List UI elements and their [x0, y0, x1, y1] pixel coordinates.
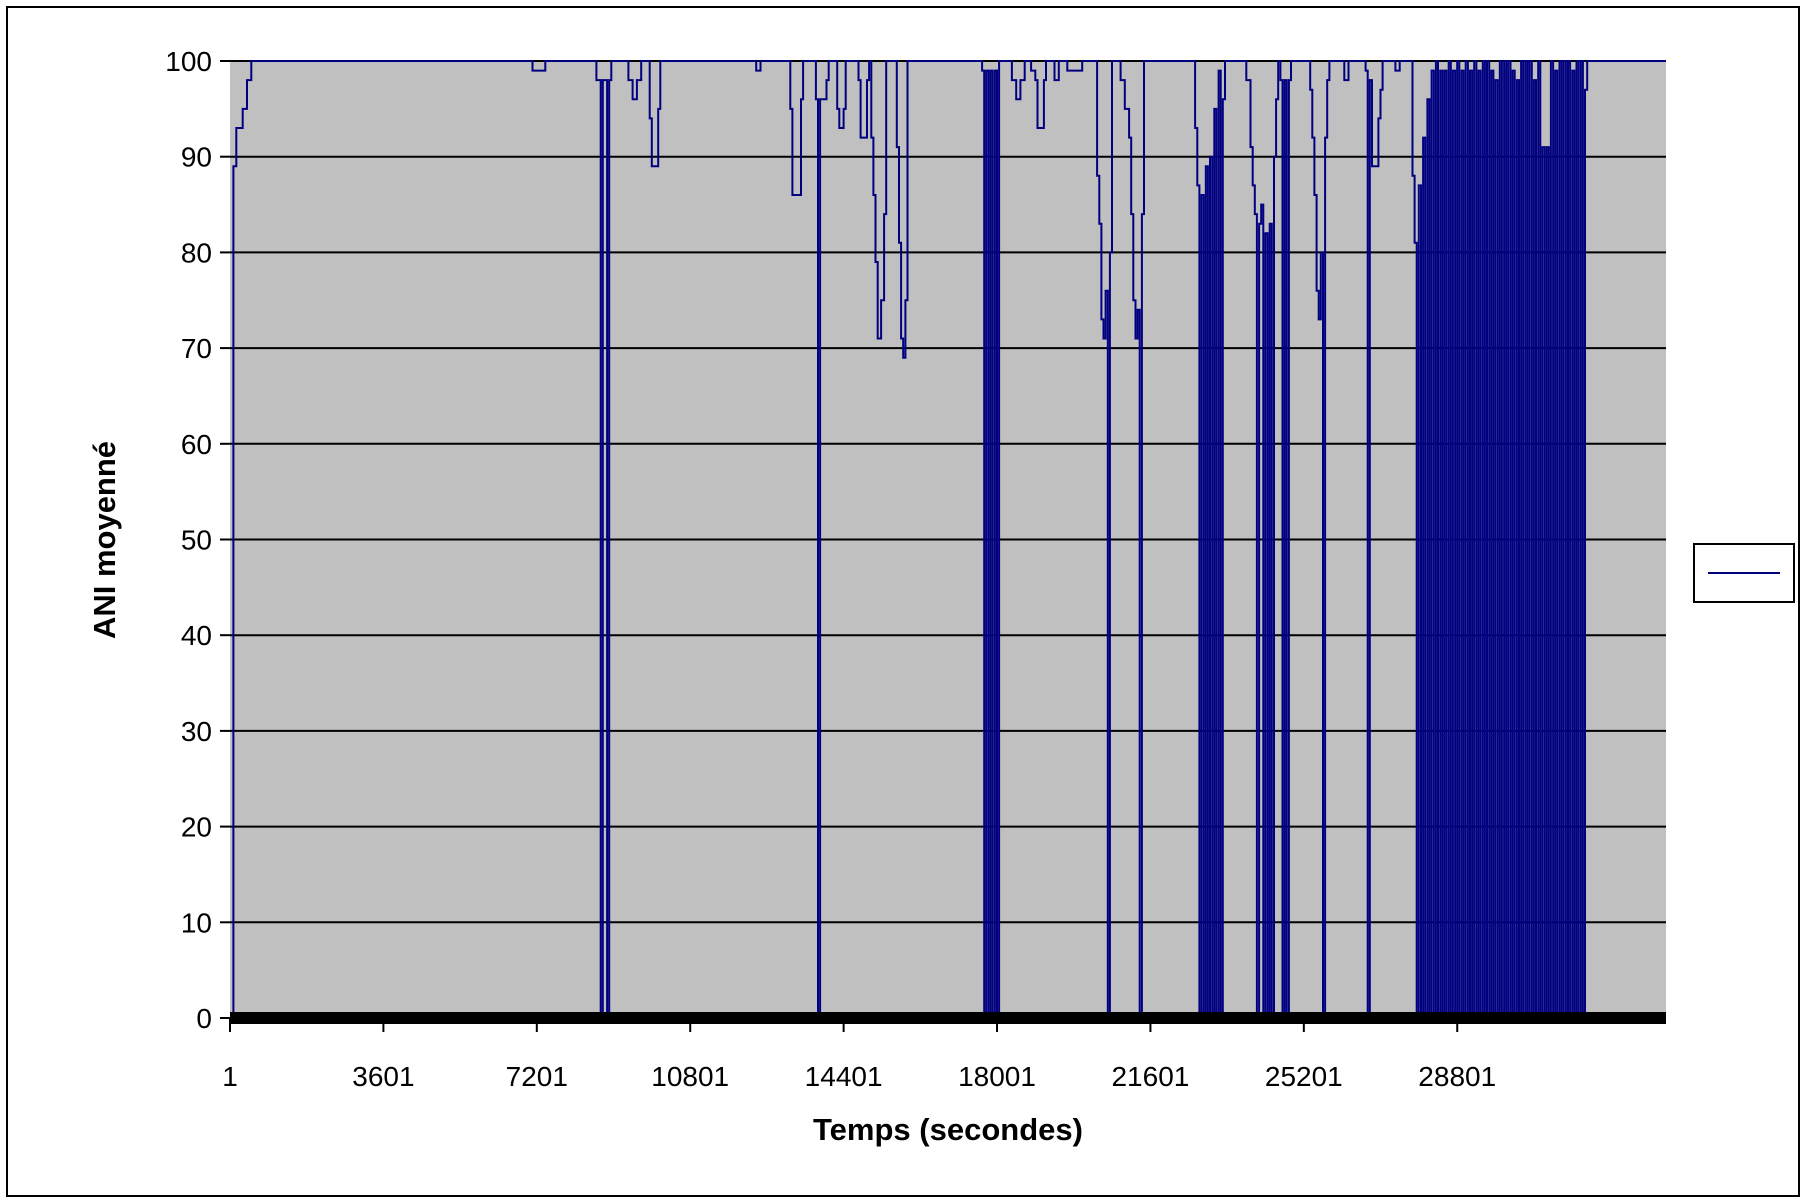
x-tick-label: 1: [222, 1061, 238, 1092]
x-axis-title: Temps (secondes): [813, 1112, 1083, 1147]
x-tick-label: 18001: [958, 1061, 1036, 1092]
x-tick-label: 28801: [1418, 1061, 1496, 1092]
x-tick-labels: 1 3601 7201 10801 14401 18001 21601 25201 28801: [222, 1018, 1496, 1092]
y-tick-label: 70: [181, 333, 212, 364]
legend: [1693, 543, 1795, 603]
x-tick-label: 10801: [651, 1061, 729, 1092]
y-tick-label: 40: [181, 620, 212, 651]
y-tick-label: 90: [181, 142, 212, 173]
y-tick-label: 0: [196, 1003, 212, 1034]
y-axis-title: ANI moyenné: [87, 441, 122, 639]
y-tick-labels: 0 10 20 30 40 50 60 70 80 90 100: [165, 46, 230, 1034]
y-tick-label: 10: [181, 907, 212, 938]
y-tick-label: 60: [181, 429, 212, 460]
series-group: [230, 60, 1666, 1019]
x-tick-label: 7201: [506, 1061, 568, 1092]
y-tick-label: 80: [181, 237, 212, 268]
chart-area: 0 10 20 30 40 50 60 70 80 90 100 1 3601 7201 10801 144…: [6, 6, 1800, 1197]
chart-svg: 0 10 20 30 40 50 60 70 80 90 100 1 3601 7201 10801 144…: [87, 46, 1795, 1147]
x-tick-label: 25201: [1265, 1061, 1343, 1092]
x-tick-label: 14401: [805, 1061, 883, 1092]
x-tick-label: 3601: [352, 1061, 414, 1092]
x-axis-line: [230, 1012, 1666, 1024]
x-tick-label: 21601: [1111, 1061, 1189, 1092]
y-tick-label: 20: [181, 812, 212, 843]
y-tick-label: 30: [181, 716, 212, 747]
y-tick-label: 50: [181, 525, 212, 556]
series-line: [230, 60, 1666, 1019]
y-tick-label: 100: [165, 46, 212, 77]
